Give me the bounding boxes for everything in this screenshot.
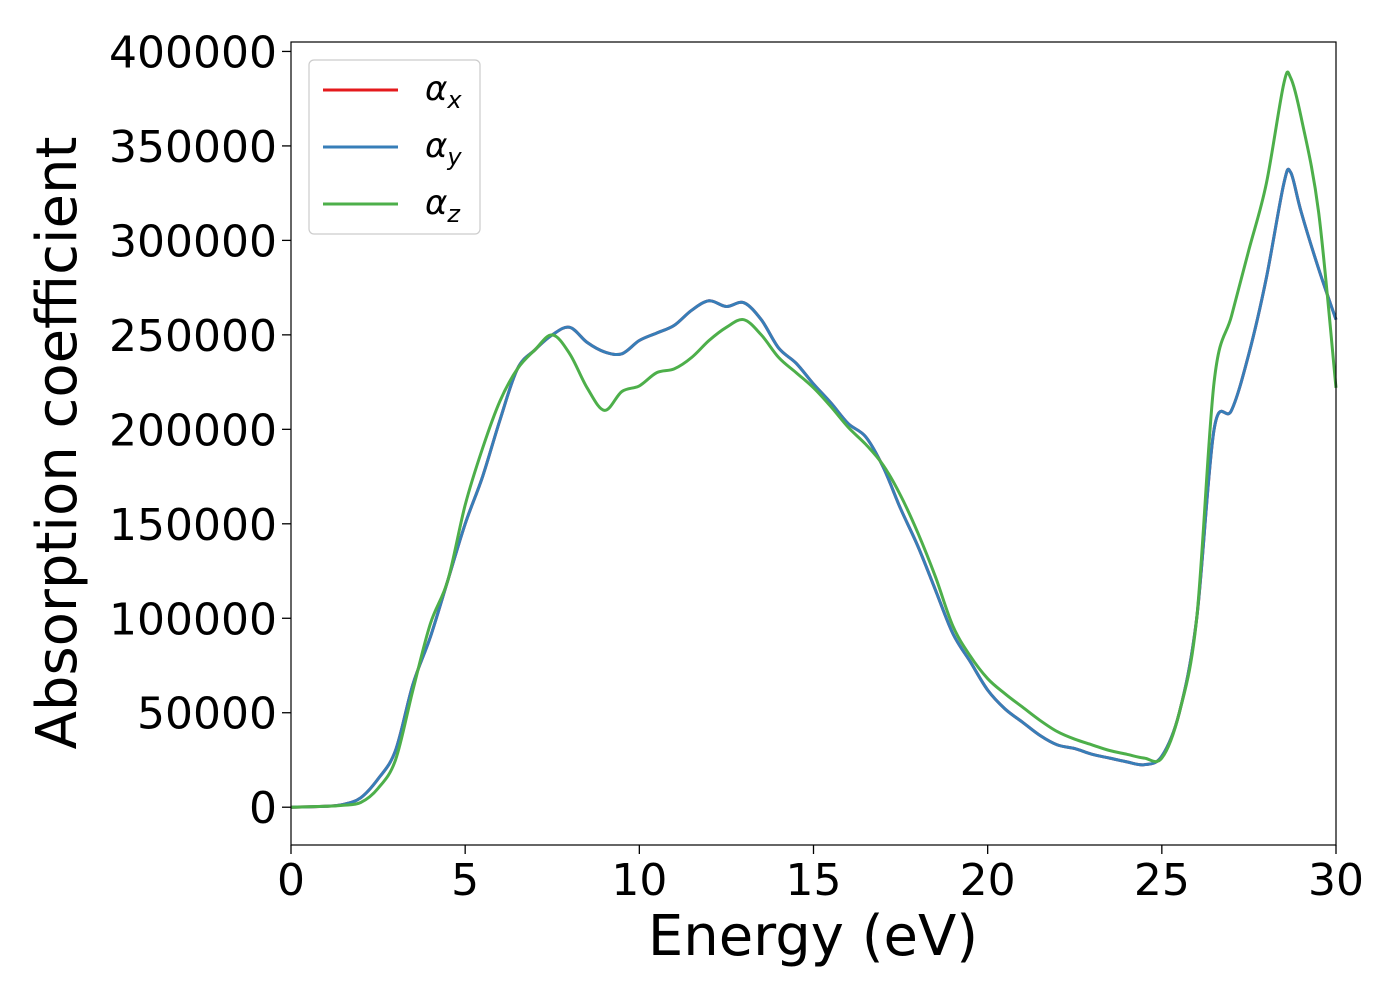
x-tick-label: 15: [786, 855, 842, 906]
legend: αx αy αz: [308, 59, 481, 235]
x-tick-label: 20: [960, 855, 1016, 906]
y-tick-label: 250000: [109, 311, 277, 362]
series-layer: [290, 70, 1338, 809]
x-axis-label: Energy (eV): [648, 904, 978, 969]
x-axis: 0 5 10 15 20 25 30: [277, 845, 1364, 906]
legend-label-z: αz: [425, 183, 461, 228]
y-tick-label: 100000: [109, 594, 277, 645]
y-tick-label: 200000: [109, 405, 277, 456]
x-tick-label: 10: [611, 855, 667, 906]
y-tick-label: 0: [249, 783, 277, 834]
legend-label-y: αy: [425, 126, 462, 171]
series-line-z: [290, 70, 1338, 809]
y-tick-label: 400000: [109, 27, 277, 78]
y-tick-label: 50000: [137, 689, 277, 740]
x-tick-label: 5: [451, 855, 479, 906]
y-axis-label: Absorption coefficient: [25, 137, 90, 750]
x-tick-label: 0: [277, 855, 305, 906]
y-tick-label: 350000: [109, 122, 277, 173]
legend-label-x: αx: [425, 69, 462, 114]
y-tick-label: 300000: [109, 216, 277, 267]
y-axis: 0 50000 100000 150000 200000 250000 300000 3500…: [109, 27, 291, 834]
x-tick-label: 30: [1308, 855, 1364, 906]
x-tick-label: 25: [1134, 855, 1190, 906]
y-tick-label: 150000: [109, 500, 277, 551]
